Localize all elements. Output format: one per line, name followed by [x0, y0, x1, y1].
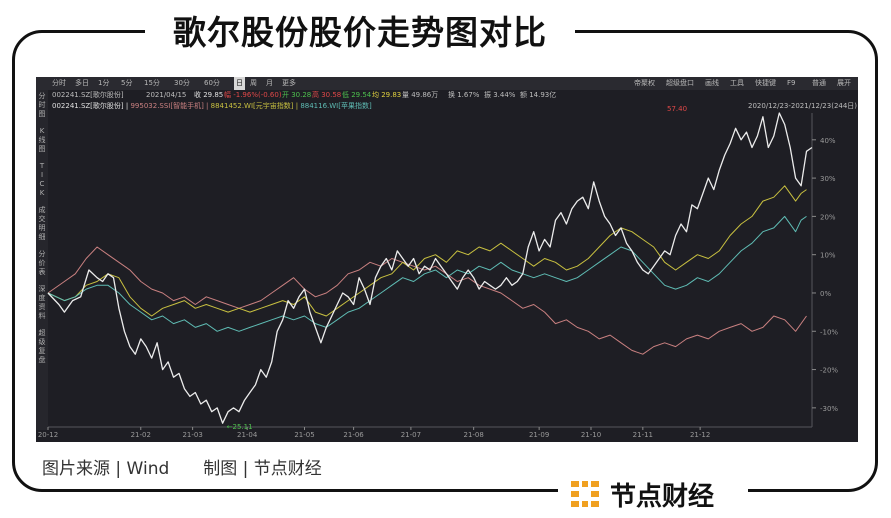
- side-nav-item[interactable]: T I C K: [39, 162, 45, 197]
- quote-amplitude: 振 3.44%: [484, 91, 516, 99]
- quote-close: 收 29.85: [194, 91, 224, 99]
- x-tick-label: 20-12: [38, 431, 58, 439]
- quote-line: 002241.SZ[歌尔股份] 2021/04/15 收 29.85 幅 -1.…: [36, 90, 858, 101]
- quote-low: 低 29.54: [342, 91, 372, 99]
- side-nav-item[interactable]: 分 价 表: [38, 250, 46, 276]
- quote-change: 幅 -1.96%(-0.60): [224, 91, 282, 99]
- period-tab[interactable]: 月: [266, 79, 273, 87]
- series-line: [47, 185, 807, 317]
- y-tick-label: 20%: [820, 213, 836, 221]
- date-range: 2020/12/23-2021/12/23(244日): [748, 102, 858, 110]
- period-tab[interactable]: 30分: [174, 79, 190, 87]
- y-tick-label: 30%: [820, 175, 836, 183]
- y-tick-label: -10%: [820, 328, 838, 336]
- period-tab[interactable]: 5分: [121, 79, 133, 87]
- source-caption: 图片来源 | Wind 制图 | 节点财经: [42, 459, 322, 479]
- x-tick-label: 21-09: [529, 431, 549, 439]
- series-line: [47, 246, 807, 355]
- quote-turnover: 换 1.67%: [448, 91, 480, 99]
- period-tab[interactable]: 1分: [98, 79, 110, 87]
- y-tick-label: 40%: [820, 137, 836, 145]
- legend-entry: 8841452.WI[元宇宙指数] |: [210, 102, 301, 110]
- toolbar-menu-item[interactable]: 画线: [705, 79, 719, 87]
- quote-code: 002241.SZ[歌尔股份]: [52, 91, 124, 99]
- wind-terminal-panel: 分时 多日 1分 5分 15分 30分 60分 日周 月 更多 帝聚权 超级盘口 画线 工具 快捷键 F9 普通…: [36, 77, 858, 442]
- period-tab[interactable]: 更多: [282, 79, 296, 87]
- title-container: 歌尔股份股价走势图对比: [145, 8, 575, 52]
- x-tick-label: 21-05: [294, 431, 314, 439]
- logo-text: 节点财经: [610, 481, 715, 512]
- period-tab[interactable]: 60分: [204, 79, 220, 87]
- price-annotation: 57.40: [667, 105, 687, 113]
- quote-open: 开 30.28: [282, 91, 312, 99]
- quote-date: 2021/04/15: [146, 91, 187, 99]
- quote-avg: 均 29.83: [372, 91, 402, 99]
- x-tick-label: 21-07: [401, 431, 421, 439]
- period-tab[interactable]: 分时: [52, 79, 66, 87]
- price-annotation: ←25.11: [227, 423, 253, 431]
- toolbar-menu-item[interactable]: 展开: [837, 79, 851, 87]
- quote-amount: 额 14.93亿: [520, 91, 557, 99]
- x-tick-label: 21-02: [131, 431, 151, 439]
- y-tick-label: 0%: [820, 290, 831, 298]
- side-nav-item[interactable]: 超 级 复 盘: [38, 329, 46, 364]
- brand-logo: 节点财经: [558, 474, 748, 514]
- y-tick-label: 10%: [820, 252, 836, 260]
- x-tick-label: 21-06: [343, 431, 364, 439]
- quote-volume: 量 49.86万: [402, 91, 439, 99]
- legend-entry: 002241.SZ[歌尔股份] |: [52, 102, 131, 110]
- x-tick-label: 21-08: [463, 431, 483, 439]
- period-toolbar: 分时 多日 1分 5分 15分 30分 60分 日周 月 更多 帝聚权 超级盘口 画线 工具 快捷键 F9 普通…: [36, 77, 858, 90]
- x-tick-label: 21-11: [633, 431, 653, 439]
- period-tab[interactable]: 周: [250, 79, 257, 87]
- toolbar-menu-item[interactable]: 快捷键: [755, 79, 776, 87]
- side-nav-item[interactable]: 成 交 明 细: [38, 206, 46, 241]
- node-finance-logo-icon: [571, 481, 599, 507]
- period-tab[interactable]: 多日: [75, 79, 89, 87]
- quote-high: 高 30.58: [312, 91, 342, 99]
- comparison-line-chart: 40% 30% 20% 10% 0% -10% -20% -30% 20-12 21-02 21-0…: [38, 105, 839, 439]
- period-tab[interactable]: 15分: [144, 79, 160, 87]
- legend-items: 002241.SZ[歌尔股份] | 995032.SSI[智能手机] | 884…: [52, 101, 372, 112]
- toolbar-menu-item[interactable]: 帝聚权: [634, 79, 655, 87]
- legend-entry: 884116.WI[苹果指数]: [300, 102, 372, 110]
- x-tick-label: 21-03: [182, 431, 202, 439]
- y-tick-label: -20%: [820, 367, 838, 375]
- page-title: 歌尔股份股价走势图对比: [173, 13, 547, 52]
- legend-entry: 995032.SSI[智能手机] |: [130, 102, 211, 110]
- series-line: [47, 215, 807, 332]
- y-tick-label: -30%: [820, 405, 838, 413]
- side-nav-item[interactable]: 分 时 图: [38, 92, 46, 118]
- side-nav-item[interactable]: K 线 图: [38, 127, 46, 153]
- toolbar-menu-item[interactable]: F9: [787, 79, 796, 87]
- x-tick-label: 21-12: [690, 431, 710, 439]
- series-legend: 002241.SZ[歌尔股份] | 995032.SSI[智能手机] | 884…: [36, 101, 858, 112]
- toolbar-menu-item[interactable]: 超级盘口: [666, 79, 694, 87]
- side-nav: 分 时 图 K 线 图 T I C K 成 交 明 细分 价 表深 度 资 料超 级 …: [36, 90, 48, 430]
- period-tab[interactable]: 日: [234, 77, 245, 90]
- x-tick-label: 21-10: [581, 431, 601, 439]
- side-nav-item[interactable]: 深 度 资 料: [38, 285, 46, 320]
- x-tick-label: 21-04: [237, 431, 258, 439]
- toolbar-menu-item[interactable]: 工具: [730, 79, 744, 87]
- toolbar-menu-item[interactable]: 普通: [812, 79, 826, 87]
- series-line: [47, 112, 813, 424]
